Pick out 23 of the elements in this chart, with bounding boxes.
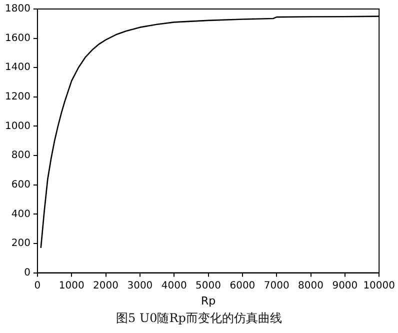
x-tick-label: 8000 xyxy=(298,280,324,292)
y-tick-label: 800 xyxy=(11,150,30,162)
y-tick-label: 600 xyxy=(11,179,30,190)
x-tick-label: 9000 xyxy=(332,280,358,292)
y-tick-label: 1600 xyxy=(4,32,30,44)
y-tick-label: 1200 xyxy=(4,92,30,103)
x-tick-label: 5000 xyxy=(196,280,221,292)
x-tick-label: 10000 xyxy=(363,280,395,292)
x-tick-label: 0 xyxy=(34,280,41,292)
x-tick-label: 3000 xyxy=(127,280,153,292)
x-tick-label: 7000 xyxy=(264,280,290,292)
x-axis-title: Rp xyxy=(200,294,216,308)
y-tick-label: 1800 xyxy=(4,4,30,15)
x-tick-label: 1000 xyxy=(58,280,84,292)
x-tick-label: 4000 xyxy=(161,280,187,292)
y-tick-label: 0 xyxy=(24,267,30,278)
x-tick-label: 2000 xyxy=(93,280,119,292)
caption: 图5 U0随Rp而变化的仿真曲线 xyxy=(115,310,283,327)
y-tick-label: 1000 xyxy=(4,120,30,132)
y-tick-label: 200 xyxy=(11,238,30,250)
y-tick-label: 400 xyxy=(11,208,30,220)
x-tick-label: 6000 xyxy=(230,280,256,292)
y-tick-label: 1400 xyxy=(4,62,30,74)
